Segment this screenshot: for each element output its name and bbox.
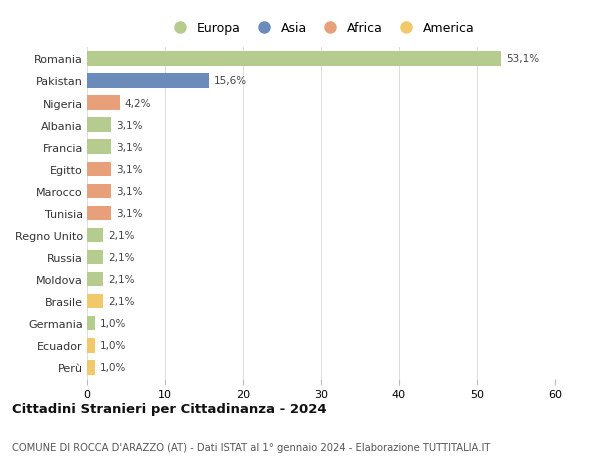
Text: 1,0%: 1,0% (100, 341, 126, 351)
Bar (87, 272, 103, 287)
Text: 53,1%: 53,1% (506, 54, 539, 64)
Bar (87, 250, 103, 265)
Bar (87, 338, 95, 353)
Bar (87, 184, 111, 199)
Text: 1,0%: 1,0% (100, 363, 126, 373)
Text: 2,1%: 2,1% (108, 297, 134, 307)
Text: 4,2%: 4,2% (124, 98, 151, 108)
Bar (87, 294, 103, 309)
Text: 3,1%: 3,1% (116, 186, 142, 196)
Bar (87, 206, 111, 221)
Text: COMUNE DI ROCCA D'ARAZZO (AT) - Dati ISTAT al 1° gennaio 2024 - Elaborazione TUT: COMUNE DI ROCCA D'ARAZZO (AT) - Dati IST… (12, 442, 490, 452)
Text: 2,1%: 2,1% (108, 230, 134, 241)
Bar (87, 118, 111, 133)
Text: 2,1%: 2,1% (108, 252, 134, 263)
Bar (87, 162, 111, 177)
Bar (87, 96, 120, 111)
Text: 1,0%: 1,0% (100, 319, 126, 329)
Bar (87, 316, 95, 331)
Bar (87, 140, 111, 155)
Bar (87, 360, 95, 375)
Text: 2,1%: 2,1% (108, 274, 134, 285)
Bar (87, 228, 103, 243)
Bar (87, 52, 501, 67)
Text: 3,1%: 3,1% (116, 142, 142, 152)
Text: Cittadini Stranieri per Cittadinanza - 2024: Cittadini Stranieri per Cittadinanza - 2… (12, 403, 326, 415)
Text: 15,6%: 15,6% (214, 76, 247, 86)
Text: 3,1%: 3,1% (116, 164, 142, 174)
Text: 3,1%: 3,1% (116, 208, 142, 218)
Legend: Europa, Asia, Africa, America: Europa, Asia, Africa, America (167, 22, 475, 35)
Text: 3,1%: 3,1% (116, 120, 142, 130)
Bar (87, 74, 209, 89)
